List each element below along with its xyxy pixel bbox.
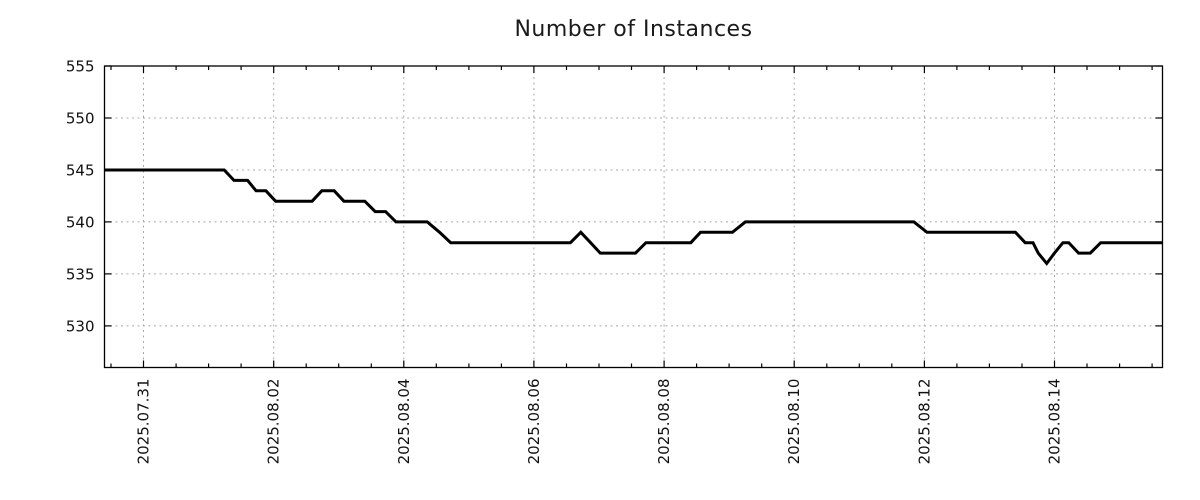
x-axis-tick-label: 2025.08.12 — [915, 379, 933, 465]
y-axis-tick-label: 535 — [66, 265, 95, 283]
x-axis-tick-label: 2025.08.14 — [1045, 379, 1063, 465]
x-axis-tick-label: 2025.08.02 — [265, 379, 283, 465]
y-axis-tick-label: 550 — [66, 110, 95, 128]
data-line — [104, 168, 1163, 266]
y-axis-tick-label: 540 — [66, 213, 95, 231]
chart-title: Number of Instances — [514, 17, 753, 42]
y-axis-tick-label: 545 — [66, 162, 95, 180]
y-axis-tick-label: 530 — [66, 317, 95, 335]
x-axis-tick-label: 2025.08.06 — [525, 379, 543, 465]
x-axis-tick-label: 2025.07.31 — [135, 379, 153, 465]
x-axis-tick-label: 2025.08.04 — [395, 379, 413, 465]
x-axis-tick-label: 2025.08.08 — [655, 379, 673, 465]
x-axis-tick-label: 2025.08.10 — [785, 379, 803, 465]
y-axis-tick-label: 555 — [66, 58, 95, 76]
plot-border — [103, 65, 1164, 369]
